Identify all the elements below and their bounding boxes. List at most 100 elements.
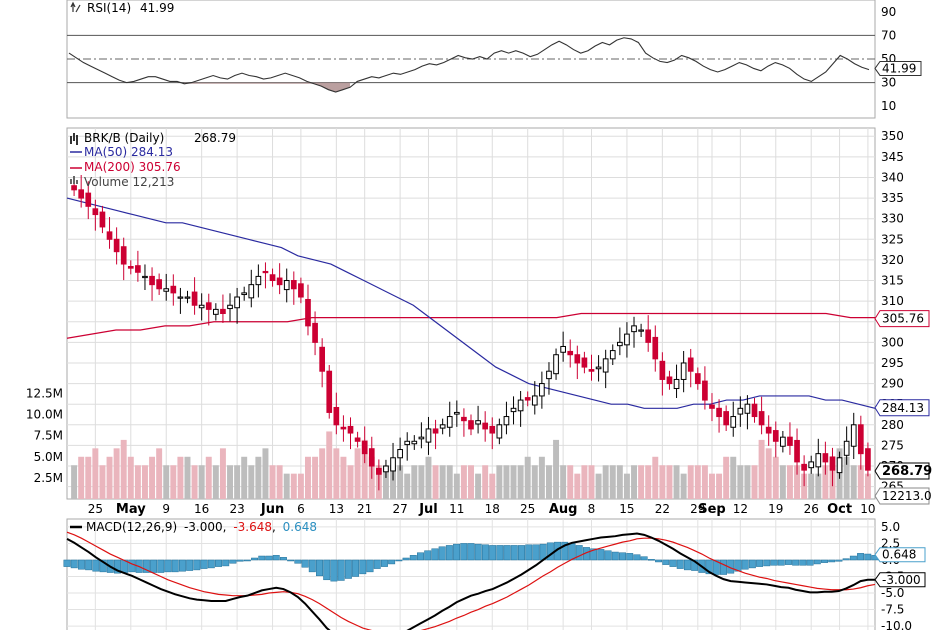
candle-body (624, 333, 630, 346)
macd-hist-bar (164, 559, 172, 573)
price-legend-last: 268.79 (194, 131, 236, 145)
date-tick-label: Oct (827, 502, 852, 517)
volume-bar (219, 448, 226, 499)
volume-bar (531, 465, 538, 499)
price-tick-label: 300 (881, 335, 904, 349)
macd-hist-bar (409, 555, 417, 561)
date-tick-label: 21 (357, 502, 372, 516)
macd-tick-label: -10.0 (881, 619, 912, 630)
candle-body (609, 350, 616, 360)
macd-hist-bar (251, 557, 259, 561)
candle-body (737, 407, 744, 415)
candle-body (149, 275, 155, 286)
macd-hist-bar (705, 559, 713, 575)
candle-body (177, 296, 184, 299)
date-tick-label: 8 (588, 502, 596, 516)
volume-bar (716, 473, 723, 499)
volume-bar (623, 473, 630, 499)
macd-legend: MACD(12,26,9) -3.000, -3.648, 0.648 (70, 520, 317, 534)
macd-hist-bar (294, 559, 302, 564)
macd-hist-bar (287, 559, 295, 562)
volume-bar (241, 456, 248, 499)
candle-body (758, 411, 765, 426)
macd-hist-bar (532, 544, 540, 561)
volume-bar (163, 465, 170, 499)
macd-hist-bar (720, 559, 727, 575)
candle-body (241, 292, 248, 296)
candle-body (113, 238, 120, 253)
candle-body (198, 304, 205, 309)
volume-bar (489, 473, 496, 499)
candle-body (780, 436, 786, 447)
macd-histogram (63, 541, 879, 582)
date-tick-label: 9 (162, 502, 170, 516)
ma200-value-tag-text: 305.76 (882, 312, 924, 326)
date-tick-label: 18 (485, 502, 500, 516)
candle-body (142, 275, 148, 279)
candle-body (269, 274, 276, 282)
macd-hist-bar (373, 559, 381, 569)
macd-hist-bar (215, 559, 222, 567)
volume-bar (758, 439, 765, 499)
macd-hist-bar (200, 559, 208, 569)
last-price-tag-text: 268.79 (882, 464, 932, 479)
macd-hist-bar (647, 559, 655, 561)
candle-body (666, 376, 673, 385)
volume-bar (701, 465, 708, 499)
macd-hist-bar (828, 559, 836, 563)
candle-body (78, 189, 85, 199)
macd-hist-bar (712, 559, 720, 575)
rsi-legend-icon (70, 1, 81, 13)
macd-legend-sep1: , (223, 520, 227, 534)
volume-bar (198, 465, 205, 499)
macd-hist-bar (792, 559, 800, 566)
macd-panel: 5.02.50.0-2.5-5.0-7.5-10.00.648-3.000 MA… (63, 518, 926, 630)
volume-bar (666, 465, 673, 499)
macd-hist-bar (279, 557, 287, 561)
macd-hist-bar (157, 559, 165, 573)
candle-body (468, 420, 474, 430)
macd-legend-sep2: , (272, 520, 276, 534)
macd-hist-bar (128, 559, 136, 573)
macd-hist-bar (207, 559, 215, 569)
volume-bar (141, 465, 148, 499)
rsi-line (68, 37, 870, 93)
macd-hist-bar (640, 556, 648, 561)
volume-bar (134, 465, 141, 499)
macd-hist-bar (92, 559, 100, 572)
volume-bar (468, 465, 474, 499)
candle-body (85, 192, 92, 207)
macd-value-tag-text: -3.000 (882, 573, 921, 587)
macd-hist-bar (676, 559, 684, 569)
candle-body (326, 370, 333, 413)
macd-hist-bar (590, 548, 598, 561)
date-tick-label: 25 (88, 502, 103, 516)
macd-hist-bar (445, 545, 453, 561)
volume-bar (234, 465, 241, 499)
volume-bar (694, 465, 701, 499)
macd-legend-title: MACD(12,26,9) (86, 520, 177, 534)
volume-bar (482, 465, 489, 499)
volume-bar (127, 456, 134, 499)
volume-bar (404, 473, 411, 499)
candle-body (205, 302, 212, 310)
volume-bars (71, 431, 871, 499)
volume-bar (333, 448, 340, 499)
volume-bar (397, 465, 404, 499)
macd-tick-label: -7.5 (881, 603, 904, 617)
price-tick-label: 325 (881, 232, 904, 246)
candle-body (801, 463, 807, 471)
candle-body (694, 373, 701, 385)
volume-bar (673, 465, 680, 499)
candle-body (404, 440, 411, 446)
candle-body (638, 329, 644, 332)
candle-body (496, 424, 503, 439)
candle-body (765, 426, 772, 434)
macd-hist-bar (669, 559, 677, 567)
rsi-tick-label: 10 (881, 99, 896, 113)
volume-bar (687, 465, 694, 499)
candle-body (475, 420, 481, 425)
macd-hist-bar (611, 551, 619, 561)
macd-hist-bar (510, 545, 518, 561)
volume-bar (390, 465, 397, 499)
